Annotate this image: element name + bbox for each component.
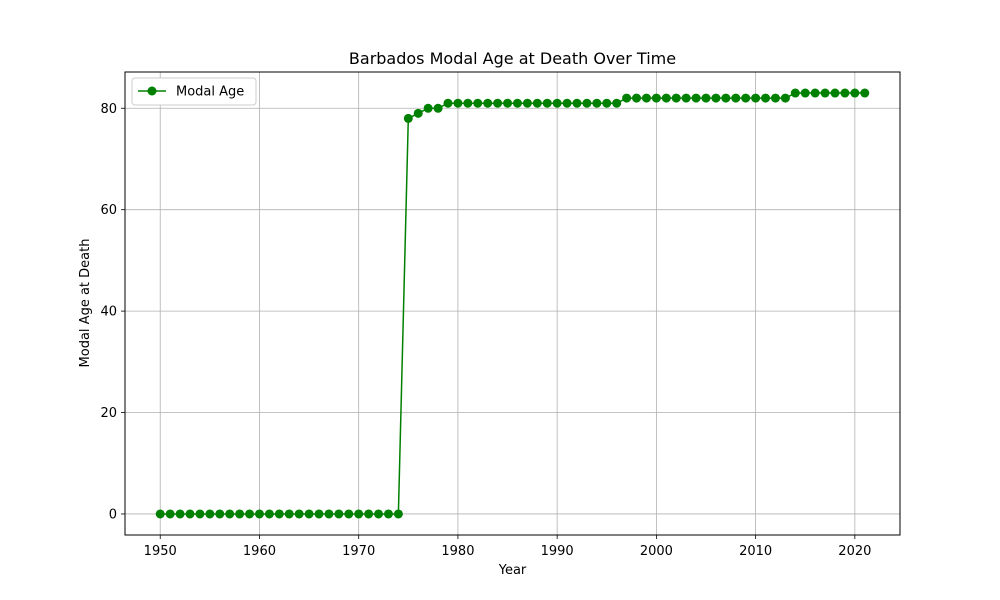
data-point <box>552 98 562 108</box>
data-point <box>572 98 582 108</box>
data-point <box>235 509 245 519</box>
y-tick-label: 80 <box>100 102 117 117</box>
data-point <box>245 509 255 519</box>
data-point <box>761 93 771 103</box>
data-point <box>522 98 532 108</box>
x-tick-label: 1950 <box>144 544 177 559</box>
data-point <box>274 509 284 519</box>
data-point <box>800 88 810 98</box>
data-point <box>860 88 870 98</box>
series-line <box>160 92 865 515</box>
data-point <box>562 98 572 108</box>
legend: Modal Age <box>131 77 257 106</box>
y-tick-label: 60 <box>100 203 117 218</box>
legend-marker-icon <box>147 86 157 96</box>
data-point <box>165 509 175 519</box>
data-point <box>334 509 344 519</box>
data-point <box>661 93 671 103</box>
data-point <box>751 93 761 103</box>
data-point <box>671 93 681 103</box>
x-axis-label: Year <box>498 563 527 578</box>
data-point <box>403 113 413 123</box>
data-point <box>383 509 393 519</box>
data-point <box>254 509 264 519</box>
y-tick-label: 0 <box>109 507 117 522</box>
data-point <box>453 98 463 108</box>
data-point <box>195 509 205 519</box>
data-point <box>731 93 741 103</box>
data-point <box>850 88 860 98</box>
x-tick-label: 1960 <box>243 544 276 559</box>
data-point <box>790 88 800 98</box>
series <box>155 88 870 519</box>
x-tick-label: 1990 <box>541 544 574 559</box>
y-axis-label: Modal Age at Death <box>78 239 93 368</box>
data-point <box>225 509 235 519</box>
data-point <box>641 93 651 103</box>
data-point <box>185 509 195 519</box>
data-point <box>493 98 503 108</box>
data-point <box>770 93 780 103</box>
chart-title: Barbados Modal Age at Death Over Time <box>349 49 676 68</box>
data-point <box>503 98 513 108</box>
data-point <box>691 93 701 103</box>
x-tick-label: 1970 <box>342 544 375 559</box>
data-point <box>810 88 820 98</box>
data-point <box>820 88 830 98</box>
data-point <box>701 93 711 103</box>
data-point <box>780 93 790 103</box>
legend-box <box>131 77 257 106</box>
data-point <box>622 93 632 103</box>
data-point <box>830 88 840 98</box>
data-point <box>473 98 483 108</box>
data-point <box>463 98 473 108</box>
data-point <box>284 509 294 519</box>
data-point <box>155 509 165 519</box>
y-tick-label: 20 <box>100 406 117 421</box>
data-point <box>294 509 304 519</box>
data-point <box>264 509 274 519</box>
data-point <box>532 98 542 108</box>
data-point <box>721 93 731 103</box>
axis-ticks: 1950 1960 1970 1980 1990 2000 2010 2020 0 20 40 60 8… <box>100 102 871 559</box>
data-point <box>443 98 453 108</box>
x-tick-label: 2000 <box>640 544 673 559</box>
plot-frame <box>124 71 901 536</box>
data-point <box>632 93 642 103</box>
data-point <box>612 98 622 108</box>
data-point <box>413 108 423 118</box>
x-tick-label: 1980 <box>441 544 474 559</box>
data-point <box>602 98 612 108</box>
data-point <box>681 93 691 103</box>
data-point <box>215 509 225 519</box>
data-point <box>592 98 602 108</box>
data-point <box>423 103 433 113</box>
data-point <box>175 509 185 519</box>
y-tick-label: 40 <box>100 305 117 320</box>
data-point <box>483 98 493 108</box>
data-point <box>512 98 522 108</box>
data-point <box>582 98 592 108</box>
data-point <box>651 93 661 103</box>
data-point <box>840 88 850 98</box>
data-point <box>542 98 552 108</box>
data-point <box>711 93 721 103</box>
data-point <box>205 509 215 519</box>
data-point <box>344 509 354 519</box>
data-point <box>324 509 334 519</box>
data-point <box>354 509 364 519</box>
data-point <box>304 509 314 519</box>
data-point <box>364 509 374 519</box>
x-tick-label: 2010 <box>739 544 772 559</box>
data-point <box>433 103 443 113</box>
data-point <box>314 509 324 519</box>
x-tick-label: 2020 <box>838 544 871 559</box>
grid <box>125 72 900 535</box>
legend-label: Modal Age <box>176 85 244 100</box>
data-point <box>741 93 751 103</box>
data-point <box>393 509 403 519</box>
data-point <box>374 509 384 519</box>
